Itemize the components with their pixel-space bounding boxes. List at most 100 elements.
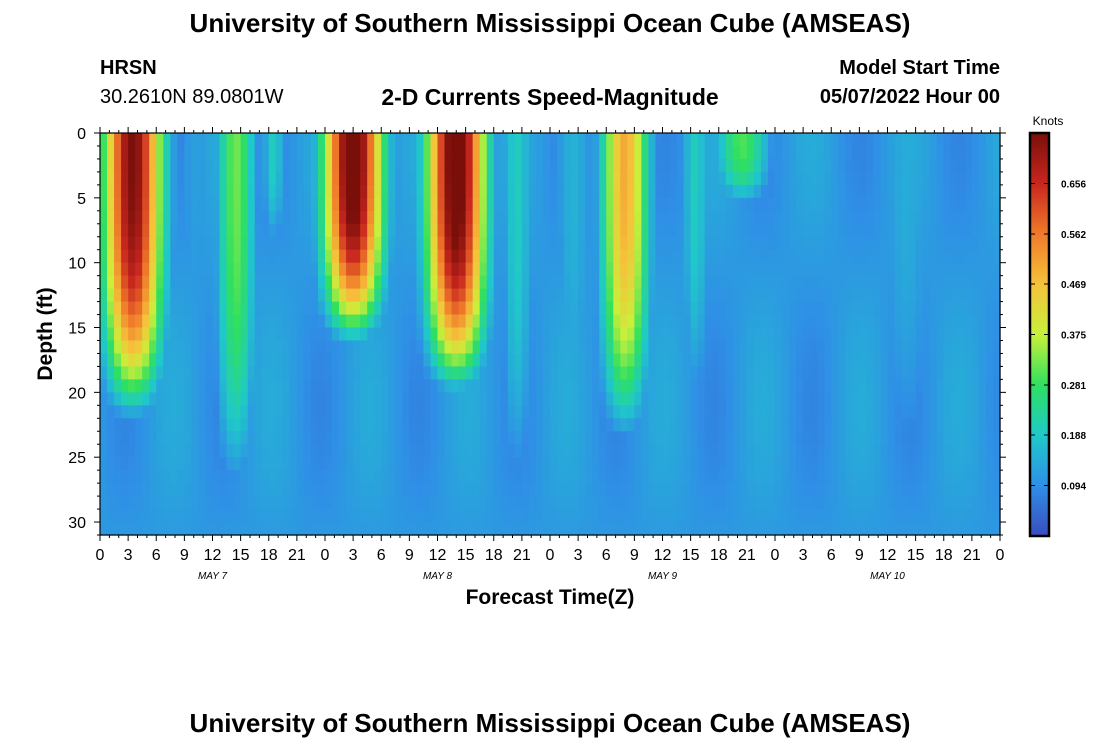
heatmap-cell [542,314,551,329]
heatmap-cell [606,483,614,497]
heatmap-cell [606,210,614,225]
heatmap-cell [627,184,635,199]
heatmap-cell [796,418,804,432]
heatmap-cell [402,236,410,251]
heatmap-cell [908,470,917,484]
heatmap-cell [676,444,685,458]
heatmap-cell [767,431,776,445]
heatmap-cell [500,509,509,523]
heatmap-cell [149,470,157,484]
heatmap-cell [465,405,474,419]
heatmap-cell [275,522,284,536]
heatmap-cell [395,327,403,342]
heatmap-cell [936,275,945,290]
heatmap-cell [704,379,713,393]
heatmap-cell [402,288,410,303]
heatmap-cell [824,145,832,160]
heatmap-cell [676,145,685,160]
heatmap-cell [852,210,860,225]
heatmap-cell [479,457,488,471]
heatmap-cell [978,314,987,329]
heatmap-cell [332,457,340,471]
heatmap-cell [880,483,889,497]
heatmap-cell [444,405,453,419]
heatmap-cell [950,509,959,523]
heatmap-cell [332,133,340,147]
heatmap-cell [732,210,741,225]
heatmap-cell [402,249,410,264]
heatmap-cell [142,340,150,355]
heatmap-cell [739,301,748,316]
heatmap-cell [564,275,572,290]
heatmap-cell [325,327,333,342]
heatmap-cell [662,210,671,225]
heatmap-cell [493,133,502,147]
heatmap-cell [437,197,446,212]
heatmap-cell [782,405,790,419]
heatmap-cell [353,236,361,251]
heatmap-cell [156,457,164,471]
heatmap-cell [697,522,706,536]
heatmap-cell [303,301,312,316]
heatmap-cell [690,392,699,406]
heatmap-cell [128,366,136,380]
heatmap-cell [971,197,980,212]
heatmap-cell [493,483,502,497]
heatmap-cell [662,223,671,238]
heatmap-cell [346,275,354,290]
heatmap-cell [444,470,453,484]
heatmap-cell [247,418,256,432]
heatmap-cell [992,392,1001,406]
heatmap-cell [915,262,924,277]
heatmap-cell [542,223,551,238]
heatmap-cell [156,275,164,290]
heatmap-cell [507,457,516,471]
heatmap-cell [317,327,326,342]
heatmap-cell [978,379,987,393]
heatmap-cell [606,509,614,523]
heatmap-cell [437,210,446,225]
heatmap-cell [964,184,973,199]
heatmap-cell [908,327,917,342]
heatmap-cell [880,262,889,277]
heatmap-cell [753,483,762,497]
heatmap-cell [149,262,157,277]
heatmap-cell [437,171,446,186]
heatmap-cell [395,133,403,147]
heatmap-cell [339,405,347,419]
heatmap-cell [718,301,727,316]
heatmap-cell [310,210,319,225]
heatmap-cell [254,262,263,277]
heatmap-cell [142,366,150,380]
heatmap-cell [296,288,305,303]
heatmap-cell [451,210,460,225]
heatmap-cell [817,184,825,199]
heatmap-cell [289,418,298,432]
heatmap-cell [711,457,720,471]
heatmap-cell [599,366,607,380]
heatmap-cell [641,457,650,471]
heatmap-cell [296,249,305,264]
heatmap-cell [423,509,432,523]
heatmap-cell [957,444,966,458]
heatmap-cell [725,444,734,458]
y-tick-label: 0 [77,126,86,143]
heatmap-cell [922,249,931,264]
heatmap-cell [697,223,706,238]
heatmap-cell [796,444,804,458]
heatmap-cell [135,262,143,277]
heatmap-cell [430,522,439,536]
heatmap-cell [149,275,157,290]
heatmap-cell [760,483,769,497]
heatmap-cell [964,353,973,368]
heatmap-cell [922,379,931,393]
heatmap-cell [332,470,340,484]
heatmap-cell [564,184,572,199]
heatmap-cell [697,444,706,458]
heatmap-cell [107,496,115,510]
heatmap-cell [950,483,959,497]
heatmap-cell [866,171,875,186]
heatmap-cell [205,483,214,497]
heatmap-cell [107,171,115,186]
heatmap-cell [437,314,446,329]
